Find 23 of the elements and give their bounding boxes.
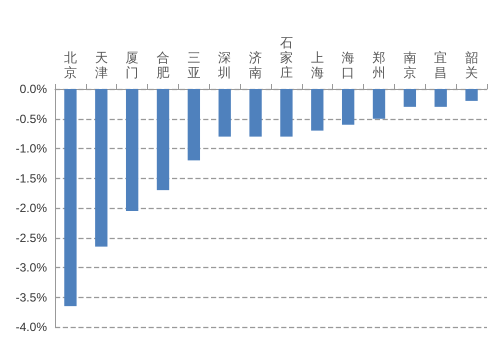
- y-tick-label: -1.0%: [16, 142, 48, 156]
- x-tick-label: 天津: [94, 51, 108, 81]
- y-tick-label: -2.0%: [16, 201, 48, 215]
- x-tick-label: 济南: [249, 51, 262, 81]
- y-tick-label: -0.5%: [16, 112, 48, 126]
- x-tick-label: 石家庄: [280, 36, 293, 81]
- y-tick-label: 0.0%: [20, 82, 48, 96]
- x-tick-label: 宜昌: [434, 50, 448, 81]
- y-tick-label: -2.5%: [16, 230, 48, 245]
- x-tick-label: 三亚: [187, 51, 200, 81]
- x-tick-label: 南京: [403, 51, 416, 81]
- x-tick-label: 北京: [64, 51, 77, 81]
- x-tick-label: 深圳: [217, 51, 232, 81]
- x-tick-label: 韶关: [465, 51, 478, 81]
- x-tick-label: 厦门: [126, 51, 139, 81]
- x-tick-label: 海口: [342, 51, 355, 81]
- y-tick-label: -1.5%: [16, 171, 48, 186]
- x-tick-label: 郑州: [372, 51, 386, 81]
- y-tick-label: -3.0%: [16, 260, 48, 274]
- y-tick-label: -4.0%: [16, 320, 48, 334]
- y-tick-label: -3.5%: [16, 290, 48, 304]
- x-tick-label: 合肥: [156, 51, 170, 81]
- x-tick-label: 上海: [310, 51, 324, 81]
